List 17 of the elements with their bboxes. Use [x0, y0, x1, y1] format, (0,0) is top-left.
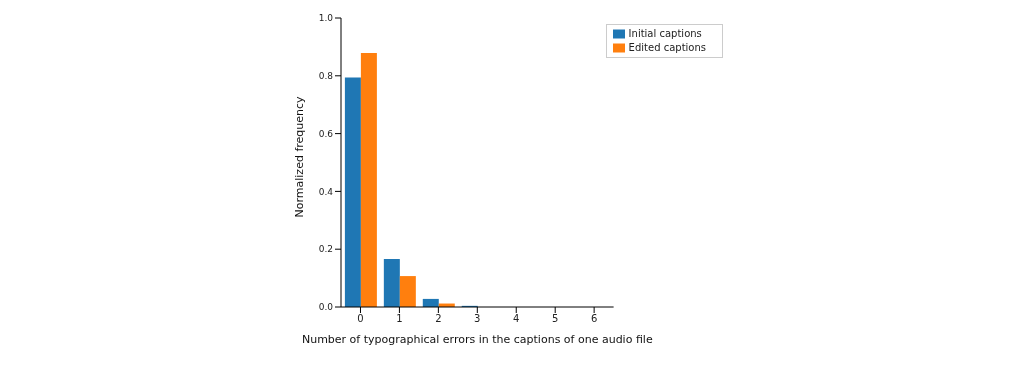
x-tick-label: 4 [513, 313, 520, 325]
x-tick-label: 3 [474, 313, 481, 325]
x-tick-label: 0 [357, 313, 364, 325]
legend-label: Edited captions [628, 42, 706, 53]
legend-label: Initial captions [628, 28, 702, 39]
x-tick-label: 2 [435, 313, 442, 325]
y-tick-label: 0.0 [318, 302, 334, 313]
y-tick-label: 0.8 [318, 71, 334, 81]
x-tick-label: 1 [396, 313, 403, 325]
x-tick-label: 6 [590, 313, 598, 325]
y-axis-title: Normalized frequency [292, 95, 306, 218]
y-tick-label: 0.4 [318, 186, 334, 197]
y-tick-label: 1.0 [318, 13, 334, 24]
y-tick-label: 0.6 [318, 128, 334, 139]
x-tick-label: 5 [552, 313, 559, 325]
y-tick-label: 0.2 [318, 244, 333, 255]
x-axis-title: Number of typographical errors in the captions of one audio file [301, 333, 653, 346]
